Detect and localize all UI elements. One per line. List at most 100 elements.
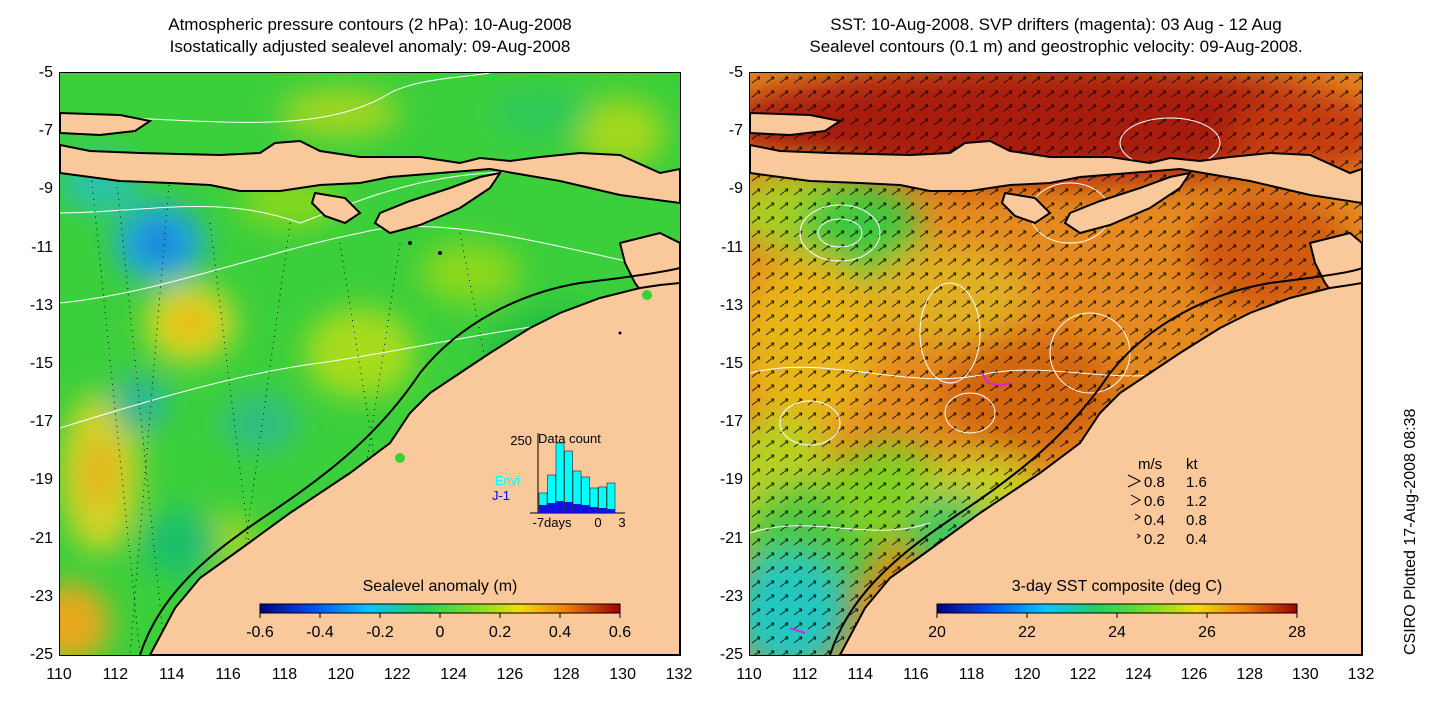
inset-series-j1: J-1	[492, 488, 510, 503]
inset-bar-j1	[607, 509, 615, 513]
reef-islands	[395, 241, 652, 463]
left-x-tick: 126	[496, 666, 524, 683]
left-x-tick: 110	[46, 666, 72, 683]
right-title-line1: SST: 10-Aug-2008. SVP drifters (magenta)…	[830, 15, 1282, 34]
inset-bar-j1	[581, 505, 590, 513]
plot-credit: CSIRO Plotted 17-Aug-2008 08:38	[1402, 408, 1419, 655]
left-x-tick: 122	[383, 666, 411, 683]
shelf-edge	[139, 267, 680, 655]
right-x-tick: 118	[958, 666, 985, 683]
sst-shelf-edge	[829, 267, 1362, 655]
sla-colorbar-label: Sealevel anomaly (m)	[363, 578, 518, 595]
sla-colorbar-tick-label: 0.4	[549, 624, 571, 641]
sst-colorbar-ramp	[936, 603, 1298, 614]
right-y-tick: -9	[728, 180, 743, 198]
sst-colorbar-tick-label: 28	[1288, 624, 1306, 641]
left-y-tick: -19	[29, 471, 53, 489]
right-x-tick: 130	[1292, 666, 1319, 683]
right-y-tick: -15	[719, 355, 743, 372]
sla-colorbar-tick-label: 0.2	[489, 624, 511, 641]
sst-map-canvas: m/s kt 0.8 1.6 0.6 1.2 0.4 0.8 0.2 0.4 3…	[750, 73, 1362, 655]
sla-colorbar-tick-label: 0	[436, 624, 445, 641]
sst-land-masses	[750, 111, 1362, 655]
inset-bar-envi	[606, 482, 616, 514]
velocity-legend-kt-header: kt	[1186, 456, 1199, 473]
inset-xlabel-end: 3	[618, 515, 625, 530]
left-y-tick: -13	[29, 296, 53, 314]
right-y-tick: -7	[728, 122, 743, 140]
svp-drifter-tracks	[789, 372, 1013, 634]
sla-colorbar-tick-label: -0.6	[246, 624, 274, 641]
inset-title: Data count	[538, 431, 601, 446]
sst-colorbar-tick-label: 22	[1018, 624, 1036, 641]
right-y-tick: -25	[719, 646, 743, 663]
left-y-tick: -21	[29, 529, 53, 547]
velocity-legend-ms-2: 0.4	[1144, 512, 1165, 529]
inset-bar-j1	[539, 505, 547, 513]
inset-bars	[538, 442, 616, 514]
right-map-title: SST: 10-Aug-2008. SVP drifters (magenta)…	[750, 14, 1362, 58]
sealevel-anomaly-map[interactable]: 250 Data count Envi J-1 -7days 0 3 Seale…	[59, 72, 681, 656]
data-count-inset: 250 Data count Envi J-1 -7days 0 3	[492, 431, 626, 530]
sst-map[interactable]: m/s kt 0.8 1.6 0.6 1.2 0.4 0.8 0.2 0.4 3…	[749, 72, 1363, 656]
left-x-tick: 128	[552, 666, 580, 683]
right-y-tick: -17	[719, 413, 743, 431]
left-title-line1: Atmospheric pressure contours (2 hPa): 1…	[168, 15, 572, 34]
sst-colorbar-tick-label: 24	[1108, 624, 1126, 641]
velocity-legend-ms-3: 0.2	[1144, 531, 1165, 548]
inset-bar-j1	[547, 503, 556, 513]
velocity-legend-kt-3: 0.4	[1186, 531, 1207, 548]
left-x-tick: 118	[271, 666, 298, 683]
sla-colorbar: Sealevel anomaly (m) -0.6 -0.4 -0.2 0 0.2 0.4…	[246, 578, 631, 641]
right-x-tick: 122	[1069, 666, 1097, 683]
velocity-legend-kt-0: 1.6	[1186, 474, 1207, 491]
right-x-tick: 120	[1013, 666, 1041, 683]
sla-colorbar-tick-label: 0.6	[609, 624, 631, 641]
left-x-tick: 120	[327, 666, 355, 683]
left-title-line2: Isostatically adjusted sealevel anomaly:…	[169, 37, 571, 56]
right-x-tick: 112	[791, 666, 818, 683]
left-y-tick: -7	[38, 122, 53, 140]
velocity-legend-ms-0: 0.8	[1144, 474, 1165, 491]
inset-series-envi: Envi	[495, 473, 520, 488]
land-masses	[60, 111, 680, 655]
left-y-tick: -17	[29, 413, 53, 431]
inset-bar-j1	[590, 507, 598, 513]
left-y-tick: -11	[31, 238, 53, 256]
left-y-tick: -9	[38, 180, 53, 198]
sla-colorbar-tick-label: -0.4	[306, 624, 334, 641]
sla-colorbar-ramp	[259, 603, 621, 614]
right-x-tick: 124	[1125, 666, 1152, 683]
right-y-tick: -21	[719, 529, 743, 547]
inset-bar-j1	[556, 501, 564, 513]
right-x-tick: 114	[847, 666, 874, 683]
right-x-tick: 132	[1347, 666, 1375, 683]
velocity-legend: m/s kt 0.8 1.6 0.6 1.2 0.4 0.8 0.2 0.4	[1127, 456, 1207, 548]
inset-ymax-label: 250	[510, 433, 532, 448]
right-y-tick: -5	[728, 64, 743, 81]
left-y-tick: -23	[29, 587, 53, 605]
right-x-tick: 126	[1180, 666, 1208, 683]
velocity-legend-ms-1: 0.6	[1144, 493, 1165, 510]
sst-colorbar-label: 3-day SST composite (deg C)	[1012, 578, 1222, 595]
right-y-tick: -23	[719, 587, 743, 605]
velocity-legend-kt-2: 0.8	[1186, 512, 1207, 529]
left-x-tick: 112	[102, 666, 129, 683]
left-x-tick: 124	[440, 666, 467, 683]
right-title-line2: Sealevel contours (0.1 m) and geostrophi…	[809, 37, 1303, 56]
right-x-tick: 116	[903, 666, 929, 683]
sla-colorbar-tick-label: -0.2	[366, 624, 394, 641]
left-x-tick: 132	[665, 666, 693, 683]
right-y-tick: -11	[721, 238, 743, 256]
left-x-tick: 116	[215, 666, 241, 683]
left-y-tick: -25	[29, 646, 53, 663]
left-x-tick: 114	[158, 666, 185, 683]
altimeter-tracks	[89, 162, 501, 655]
sst-colorbar-tick-label: 26	[1198, 624, 1216, 641]
right-y-tick: -19	[719, 471, 743, 489]
left-x-tick: 130	[609, 666, 636, 683]
left-y-tick: -5	[38, 64, 53, 81]
sst-colorbar: 3-day SST composite (deg C) 20 22 24 26 28	[928, 578, 1306, 641]
sla-colorbar-ticks: -0.6 -0.4 -0.2 0 0.2 0.4 0.6	[246, 613, 631, 641]
inset-bar-j1	[564, 502, 573, 513]
